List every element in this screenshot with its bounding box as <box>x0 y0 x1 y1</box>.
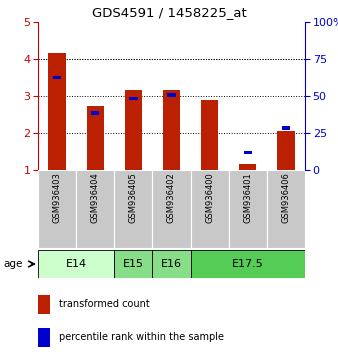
Text: GSM936404: GSM936404 <box>91 172 100 223</box>
Text: GSM936400: GSM936400 <box>205 172 214 223</box>
Text: GSM936405: GSM936405 <box>129 172 138 223</box>
Text: E14: E14 <box>66 259 87 269</box>
Bar <box>191 170 229 248</box>
Bar <box>239 164 256 170</box>
Bar <box>114 170 152 248</box>
Text: age: age <box>3 259 23 269</box>
Text: GDS4591 / 1458225_at: GDS4591 / 1458225_at <box>92 6 246 19</box>
Text: E17.5: E17.5 <box>232 259 264 269</box>
Bar <box>125 90 142 170</box>
Bar <box>163 90 180 170</box>
Bar <box>91 111 99 114</box>
Bar <box>152 250 191 278</box>
Bar <box>53 76 61 79</box>
Bar <box>48 53 66 170</box>
Bar <box>76 170 114 248</box>
Text: GSM936402: GSM936402 <box>167 172 176 223</box>
Bar <box>38 295 50 314</box>
Text: percentile rank within the sample: percentile rank within the sample <box>59 332 224 342</box>
Bar <box>244 151 252 154</box>
Bar <box>38 250 114 278</box>
Bar <box>114 250 152 278</box>
Bar <box>167 93 176 97</box>
Bar <box>229 170 267 248</box>
Text: GSM936401: GSM936401 <box>243 172 252 223</box>
Text: E16: E16 <box>161 259 182 269</box>
Text: transformed count: transformed count <box>59 299 150 309</box>
Text: E15: E15 <box>123 259 144 269</box>
Bar <box>38 328 50 347</box>
Bar <box>282 126 290 130</box>
Bar <box>38 170 76 248</box>
Text: GSM936403: GSM936403 <box>53 172 62 223</box>
Bar <box>87 106 104 170</box>
Bar <box>129 97 138 101</box>
Bar <box>267 170 305 248</box>
Bar <box>201 100 218 170</box>
Bar <box>152 170 191 248</box>
Bar <box>277 131 294 170</box>
Bar <box>191 250 305 278</box>
Text: GSM936406: GSM936406 <box>282 172 290 223</box>
